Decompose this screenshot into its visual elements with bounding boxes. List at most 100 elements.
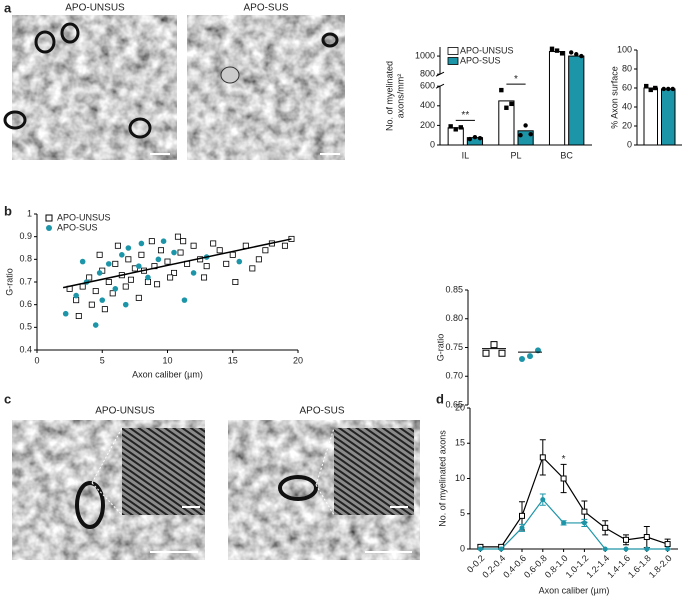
data-point [644,83,649,89]
zoom-line [315,427,335,486]
data-point [540,497,546,503]
y-tick-label: 0.6 [19,299,32,309]
y-axis-label: G-ratio [435,334,445,362]
data-point [203,263,210,270]
data-point [560,475,567,482]
legend-marker [45,214,53,222]
cell-profile [220,66,240,84]
data-point [92,322,99,328]
y-axis-label: G-ratio [4,268,14,296]
x-tick-label: 0 [34,355,39,365]
bar [548,51,566,146]
data-point [559,51,565,56]
data-point [62,310,69,317]
data-point [482,349,490,357]
data-point [180,238,187,245]
y-tick-label: 5 [460,508,465,518]
series-line [480,456,668,548]
legend-label: APO-UNSUS [460,45,514,55]
data-point [519,356,525,362]
data-point [648,87,653,93]
significance-label: * [514,74,518,85]
data-point [105,278,112,285]
zoom-line [315,484,335,516]
legend-marker [46,225,52,231]
data-point [112,260,119,267]
data-point [670,86,675,92]
data-point [518,133,523,138]
y-tick-label: 400 [420,100,435,110]
myelin-ring [128,117,152,139]
data-point [249,265,256,272]
data-point [498,349,506,357]
y-axis-label: % Axon surface [609,66,619,129]
data-point [119,252,125,258]
data-point [79,258,86,265]
data-point [125,245,132,251]
micrograph [3,15,177,160]
y-tick-label: 10 [455,473,465,483]
bar [643,87,658,146]
x-tick-label: 5 [100,355,105,365]
data-point [581,520,587,526]
data-point [171,249,177,256]
y-tick-label: 1 [27,208,32,218]
data-point [665,546,671,552]
y-axis-label: No. of myelinated [384,61,394,131]
y-tick-label: 100 [617,44,632,54]
legend-swatch [447,47,459,55]
data-point [79,283,86,290]
data-point [223,260,230,267]
data-point [145,274,151,281]
data-point [155,256,162,263]
data-point [154,281,161,288]
data-point [643,534,650,541]
data-point [549,46,555,52]
data-point [581,508,588,515]
data-point [190,270,197,276]
zoom-line [91,427,123,484]
data-point [96,270,103,276]
data-point [125,256,132,263]
data-point [157,247,164,254]
data-point [477,135,483,141]
data-point [539,454,546,461]
data-point [181,297,188,303]
data-point [554,48,560,53]
y-axis-label: axons/mm² [395,74,405,119]
panel-label: d [436,391,444,406]
y-tick-label: 200 [420,120,435,130]
y-tick-label: 0 [627,139,632,149]
inset-image [334,428,414,515]
data-point [498,546,504,552]
data-point [164,258,171,265]
data-point [262,247,269,254]
data-point [174,233,181,240]
x-tick-label: 20 [293,355,303,365]
data-point [160,238,167,244]
data-point [86,274,93,281]
data-point [281,242,288,249]
data-point [88,301,95,308]
data-point [229,251,236,258]
x-axis-label: Axon caliber (µm) [539,585,610,595]
y-tick-label: 0.70 [445,371,463,381]
y-tick-label: 0.65 [445,399,463,409]
y-tick-label: 0.75 [445,342,463,352]
y-tick-label: 800 [420,69,435,79]
data-point [135,294,142,301]
zoom-line [91,482,123,516]
data-point [122,283,129,290]
y-tick-label: 0.80 [445,313,463,323]
data-point [236,258,243,265]
y-tick-label: 1000 [415,50,435,60]
y-tick-label: 0 [430,139,435,149]
data-point [138,251,145,258]
legend-label: APO-SUS [57,222,98,232]
data-point [602,546,608,552]
y-tick-label: 15 [455,438,465,448]
legend-label: APO-UNSUS [57,212,111,222]
data-point [75,312,82,319]
series-line [480,498,668,550]
